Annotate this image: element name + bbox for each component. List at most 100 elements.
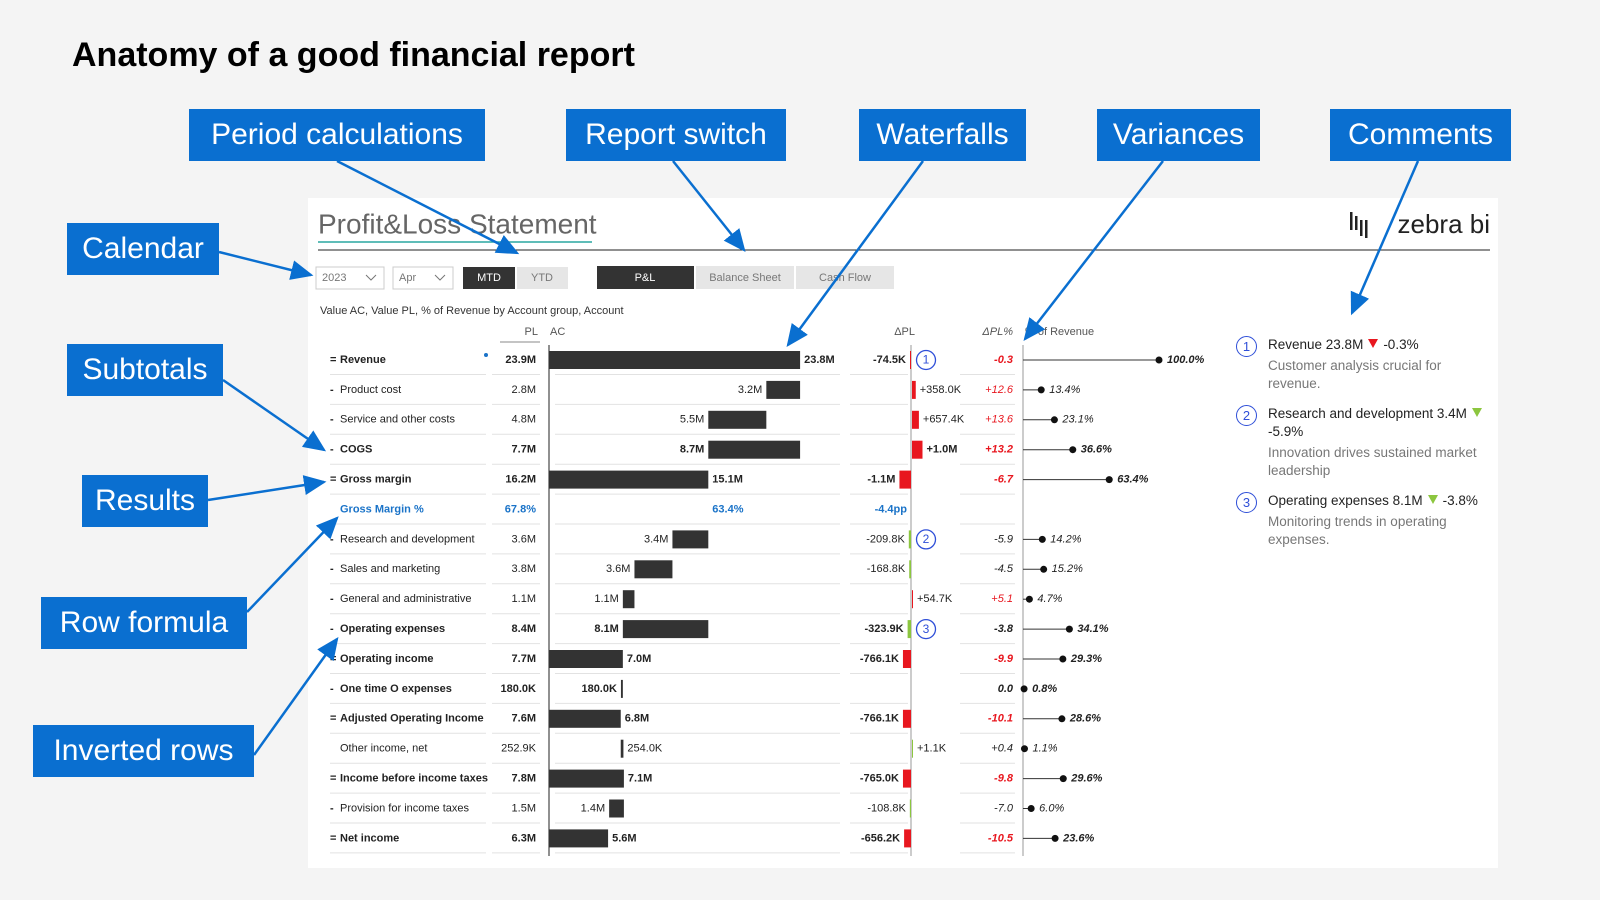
revenue-share-value: 23.6% <box>1062 832 1094 844</box>
revenue-share-value: 23.1% <box>1061 414 1093 426</box>
variance-value: +54.7K <box>917 593 953 605</box>
comment-change: -3.8% <box>1442 493 1478 508</box>
variance-percent: +13.2 <box>985 444 1013 456</box>
revenue-share-value: 14.2% <box>1050 533 1081 545</box>
comment-heading: Operating expenses 8.1M -3.8% <box>1268 492 1496 510</box>
ac-value: 6.8M <box>625 713 649 725</box>
row-prefix: = <box>330 653 336 665</box>
callout: Comments <box>1330 109 1511 161</box>
callout: Period calculations <box>189 109 485 161</box>
callout: Waterfalls <box>859 109 1026 161</box>
tab-label: P&L <box>635 272 656 284</box>
variance-percent: -7.0 <box>994 802 1014 814</box>
month-value: Apr <box>399 272 416 284</box>
revenue-share-value: 36.6% <box>1081 444 1112 456</box>
comment-number: 1 <box>923 353 930 367</box>
comment-change: -5.9% <box>1268 424 1304 439</box>
pl-value: 4.8M <box>512 414 536 426</box>
column-header: ΔPL% <box>981 326 1013 338</box>
variance-value: +358.0K <box>920 384 962 396</box>
ac-value: 3.6M <box>606 563 630 575</box>
period-button[interactable] <box>517 267 568 289</box>
ac-value: 254.0K <box>627 743 663 755</box>
period-button[interactable] <box>463 267 515 289</box>
variance-percent: -3.8 <box>994 623 1014 635</box>
row-label: Sales and marketing <box>340 563 440 575</box>
variance-percent: -5.9 <box>994 533 1013 545</box>
callout: Calendar <box>67 223 219 275</box>
row-prefix: = <box>330 354 336 366</box>
row-prefix: = <box>330 474 336 486</box>
dropdown-chevron <box>365 274 377 281</box>
month-dropdown[interactable] <box>392 266 454 290</box>
ac-value: 5.6M <box>612 832 636 844</box>
variance-bar <box>902 650 911 668</box>
variance-bar <box>899 470 911 489</box>
variance-bar <box>912 380 916 399</box>
ac-value: 180.0K <box>581 683 617 695</box>
variance-percent: -0.3 <box>994 354 1013 366</box>
trend-icon <box>1368 339 1379 348</box>
year-dropdown[interactable] <box>315 266 385 290</box>
comment-number: 3 <box>923 622 930 636</box>
waterfall-bar <box>549 351 801 369</box>
comment-body: Operating expenses 8.1M -3.8% Monitoring t… <box>1268 492 1496 549</box>
pl-value: 3.8M <box>512 563 536 575</box>
comment-marker: 3 <box>1236 492 1257 513</box>
row-prefix: - <box>330 683 334 695</box>
column-header: PL <box>525 326 538 338</box>
callout: Variances <box>1097 109 1260 161</box>
revenue-share-dot <box>1059 775 1067 783</box>
revenue-share-value: 6.0% <box>1039 802 1064 814</box>
comment: 2 Research and development 3.4M -5.9% Innov… <box>1236 405 1496 480</box>
comment: 1 Revenue 23.8M -0.3% Customer analysis cru… <box>1236 336 1496 393</box>
trend-triangle <box>1471 408 1482 417</box>
waterfall-bar <box>620 679 623 698</box>
variance-bar <box>912 739 913 758</box>
variance-percent: +12.6 <box>985 384 1014 396</box>
row-label: Revenue <box>340 354 386 366</box>
revenue-share-dot <box>1038 535 1046 543</box>
row-prefix: - <box>330 444 334 456</box>
comment-text: Customer analysis crucial for revenue. <box>1268 358 1442 391</box>
comment: 3 Operating expenses 8.1M -3.8% Monitoring … <box>1236 492 1496 549</box>
dropdown-chevron <box>434 274 446 281</box>
year-value: 2023 <box>322 272 346 284</box>
report-tab[interactable] <box>696 266 794 289</box>
row-label: Operating expenses <box>340 623 445 635</box>
revenue-share-dot <box>1037 386 1045 394</box>
waterfall-bar <box>549 470 709 489</box>
revenue-share-dot <box>1058 715 1066 723</box>
variance-bar <box>908 530 911 549</box>
comment-title: Research and development 3.4M <box>1268 406 1467 421</box>
logo: zebra bi <box>1398 209 1491 239</box>
revenue-share-dot <box>1065 625 1073 633</box>
comment-marker <box>915 618 937 640</box>
comment-marker <box>915 529 937 550</box>
comment-body: Revenue 23.8M -0.3% Customer analysis cruc… <box>1268 336 1496 393</box>
pl-value: 7.7M <box>512 653 536 665</box>
report-subtitle: Value AC, Value PL, % of Revenue by Acco… <box>320 305 624 317</box>
callout: Row formula <box>41 597 247 649</box>
ac-value: 8.1M <box>594 623 618 635</box>
revenue-share-value: 4.7% <box>1037 593 1062 605</box>
pl-value: 6.3M <box>512 832 536 844</box>
variance-value: -4.4pp <box>875 503 908 515</box>
waterfall-bar <box>549 650 623 668</box>
variance-bar <box>902 709 911 728</box>
report-tab[interactable] <box>597 266 694 289</box>
row-label: Gross margin <box>340 474 412 486</box>
pl-value: 7.6M <box>512 713 536 725</box>
variance-percent: -9.8 <box>994 773 1014 785</box>
pl-value: 180.0K <box>501 683 537 695</box>
comments-panel: 1 Revenue 23.8M -0.3% Customer analysis cru… <box>1236 336 1496 561</box>
row-label: COGS <box>340 444 372 456</box>
row-label: Other income, net <box>340 743 427 755</box>
logo-icon <box>1350 212 1368 238</box>
variance-bar <box>912 440 923 459</box>
waterfall-bar <box>622 590 635 609</box>
waterfall-bar <box>672 530 709 549</box>
trend-triangle <box>1368 339 1379 348</box>
revenue-share-value: 0.8% <box>1032 683 1057 695</box>
